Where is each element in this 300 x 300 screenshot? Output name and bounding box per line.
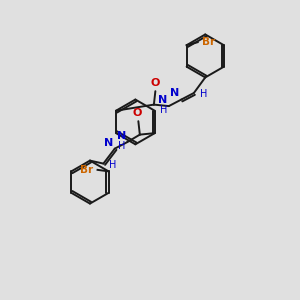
Text: N: N: [104, 138, 113, 148]
Text: H: H: [160, 105, 167, 115]
Text: Br: Br: [202, 37, 215, 47]
Text: N: N: [158, 95, 167, 105]
Text: H: H: [110, 160, 117, 170]
Text: Br: Br: [80, 165, 93, 175]
Text: N: N: [116, 131, 126, 141]
Text: H: H: [200, 89, 208, 100]
Text: H: H: [118, 141, 126, 151]
Text: N: N: [170, 88, 179, 98]
Text: O: O: [132, 108, 142, 118]
Text: O: O: [151, 78, 160, 88]
